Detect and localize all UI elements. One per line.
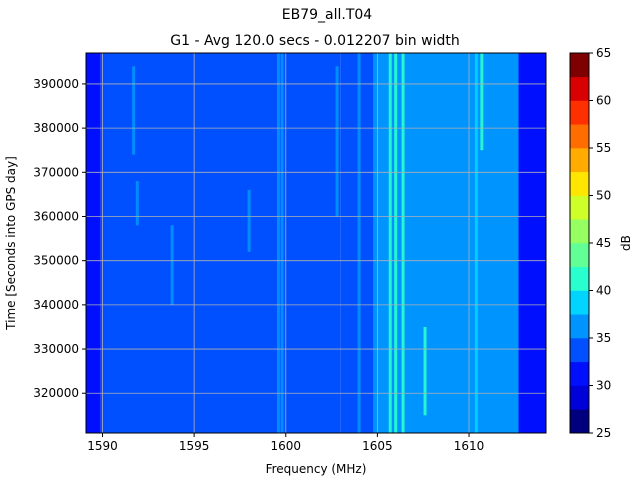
x-tick-label: 1600 [270,439,301,453]
heatmap-streak [335,66,339,217]
colorbar-tick-label: 60 [596,94,611,108]
heatmap-streak [357,53,361,433]
heatmap-streak [394,53,398,433]
chart-subtitle: G1 - Avg 120.0 secs - 0.012207 bin width [170,33,459,49]
colorbar-segment [570,266,589,291]
heatmap-band [340,53,374,433]
y-tick-label: 380000 [33,121,79,135]
y-tick-label: 360000 [33,209,79,223]
x-tick-label: 1590 [87,439,118,453]
x-tick-label: 1605 [362,439,393,453]
colorbar-tick-label: 35 [596,331,611,345]
colorbar-segment [570,361,589,386]
heatmap-streak [170,225,174,305]
heatmap-streak [474,53,478,433]
colorbar-tick-label: 55 [596,141,611,155]
colorbar-tick-label: 30 [596,379,611,393]
colorbar-tick-label: 25 [596,426,611,440]
x-tick-label: 1595 [179,439,210,453]
x-tick-label: 1610 [454,439,485,453]
heatmap-band [518,53,546,433]
colorbar-tick-label: 50 [596,189,611,203]
y-axis-label: Time [Seconds into GPS day] [4,156,18,331]
colorbar-segment [570,314,589,339]
x-axis-label: Frequency (MHz) [266,462,367,476]
colorbar-segment [570,100,589,125]
heatmap-streak [388,53,392,433]
colorbar-segment [570,338,589,363]
colorbar: 25 30 35 40 45 50 55 60 65 [569,46,611,440]
plot-frame [85,52,547,434]
heatmap-band [373,53,519,433]
colorbar-segment [570,243,589,268]
colorbar-segment [570,76,589,101]
colorbar-segment [570,385,589,410]
heatmap-streak [280,53,284,433]
heatmap-band [100,53,341,433]
y-tick-label: 320000 [33,386,79,400]
plot-area [85,52,547,434]
heatmap-streak [480,53,484,151]
colorbar-segment [570,53,589,78]
y-tick-label: 390000 [33,77,79,91]
y-tick-label: 330000 [33,342,79,356]
heatmap-streak [135,181,139,226]
colorbar-tick-label: 45 [596,236,611,250]
grid [86,53,546,433]
chart-title: EB79_all.T04 [282,7,373,23]
colorbar-segment [570,219,589,244]
colorbar-segment [570,195,589,220]
heatmap-streak [132,66,136,155]
colorbar-segment [570,409,589,434]
heatmap-streak [401,53,405,433]
heatmap-band [86,53,101,433]
y-tick-label: 370000 [33,165,79,179]
colorbar-tick-label: 40 [596,284,611,298]
x-axis: 1590 1595 1600 1605 1610 [87,433,484,453]
y-tick-label: 340000 [33,298,79,312]
y-axis: 320000 330000 340000 350000 360000 370000 3800… [33,77,86,400]
colorbar-segment [570,290,589,315]
heatmap-streak [276,53,280,433]
y-tick-label: 350000 [33,254,79,268]
colorbar-segment [570,171,589,196]
colorbar-segment [570,124,589,149]
heatmap-streak [423,326,427,416]
heatmap-streak [247,189,251,252]
colorbar-label: dB [619,235,633,251]
colorbar-segment [570,148,589,173]
colorbar-tick-label: 65 [596,46,611,60]
